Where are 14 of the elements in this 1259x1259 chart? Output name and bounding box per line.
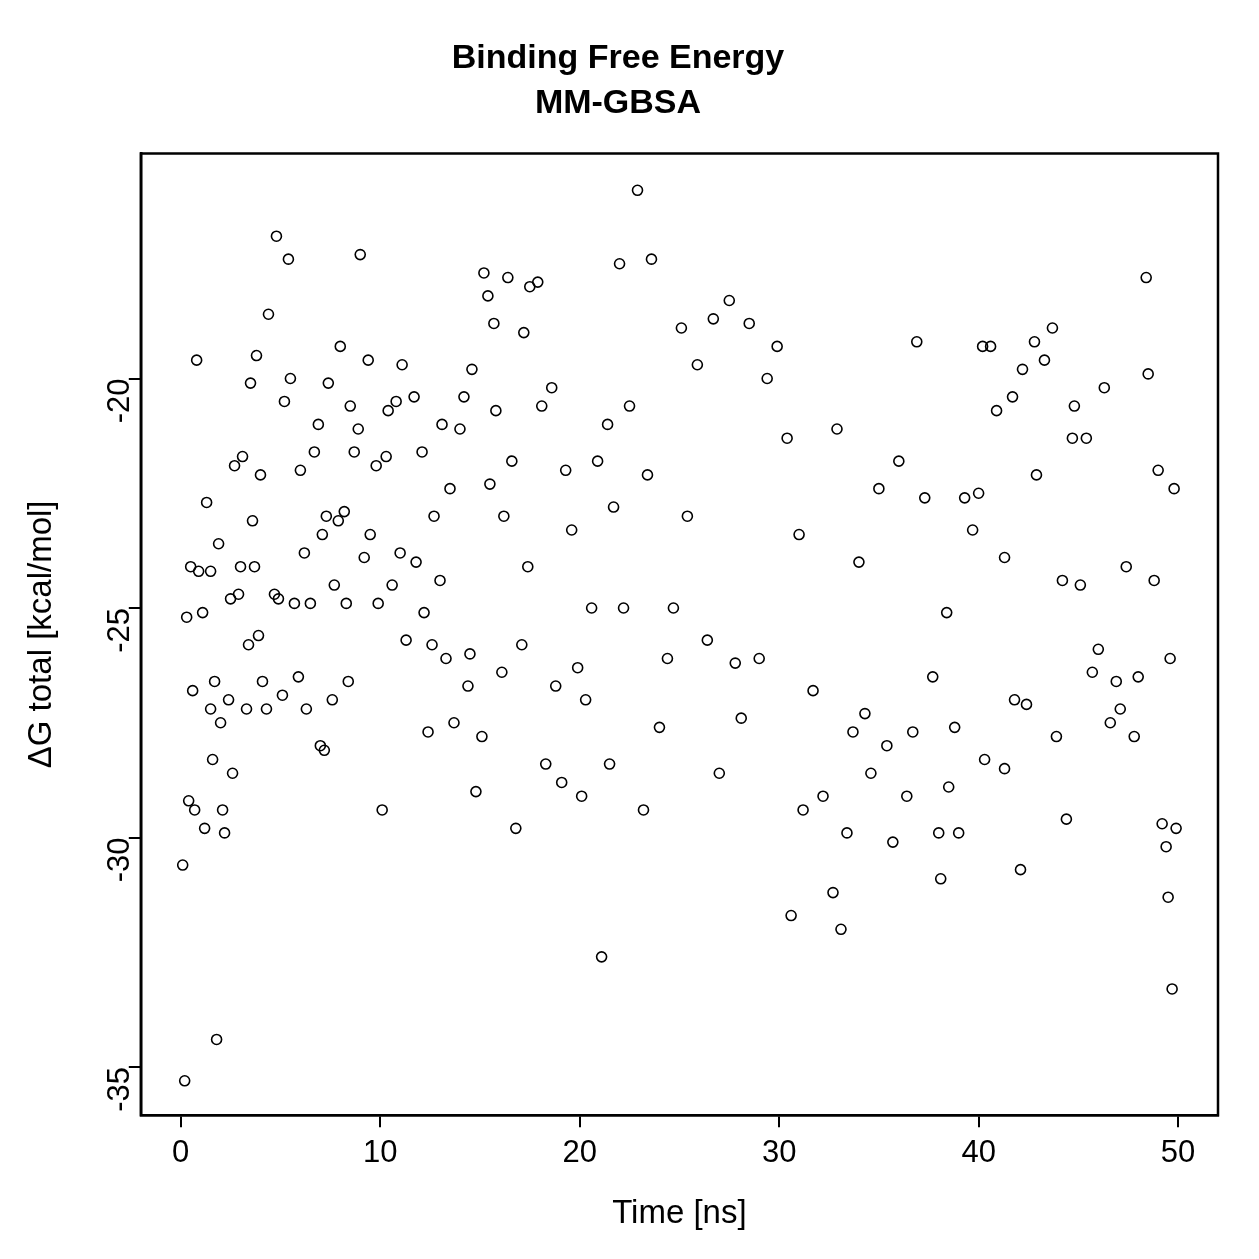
x-tick-label: 20	[562, 1134, 597, 1170]
x-axis-title: Time [ns]	[612, 1193, 747, 1231]
chart-subtitle: MM-GBSA	[534, 81, 702, 120]
x-tick-label: 10	[362, 1134, 398, 1170]
y-tick-label: -30	[101, 837, 137, 883]
x-tick-label: 50	[1160, 1134, 1196, 1170]
x-tick-label: 40	[961, 1134, 996, 1170]
y-tick-label: -25	[101, 608, 137, 653]
x-tick-label: 0	[172, 1134, 190, 1170]
y-axis-title: ΔG total [kcal/mol]	[20, 500, 58, 769]
x-tick-label: 30	[761, 1134, 797, 1170]
y-tick-label: -35	[101, 1067, 137, 1112]
y-tick-label: -20	[101, 378, 137, 424]
chart-title: Binding Free Energy	[451, 36, 785, 75]
